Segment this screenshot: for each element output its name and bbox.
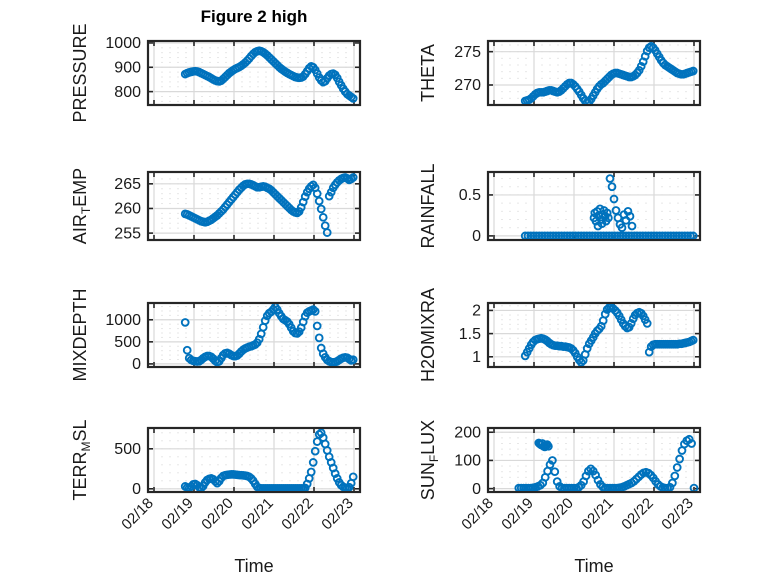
- y-tick-label: 265: [114, 176, 141, 193]
- y-axis-label: MIXDEPTH: [70, 288, 90, 381]
- subplot-row2-left: 255 260 265 AIRTEMP: [70, 168, 362, 244]
- svg-text:02/21: 02/21: [578, 495, 617, 534]
- y-ticks: 0 100 200: [454, 424, 700, 498]
- svg-text:RAINFALL: RAINFALL: [418, 163, 438, 248]
- y-tick-label: 0.5: [459, 187, 481, 204]
- svg-text:02/18: 02/18: [458, 495, 497, 534]
- y-tick-label: 255: [114, 225, 141, 242]
- axes-box: [486, 170, 702, 242]
- y-ticks: 255 260 265: [114, 176, 360, 242]
- subplot-row4-left: 0 500 TERRMSL 02/18 02/19 02/20 02/21 02/22 02/2…: [70, 419, 362, 576]
- svg-text:02/22: 02/22: [278, 495, 317, 534]
- x-ticks: [493, 428, 695, 492]
- svg-text:02/23: 02/23: [318, 495, 357, 534]
- data-series: [180, 173, 358, 237]
- x-axis-label: Time: [234, 556, 273, 576]
- y-tick-label: 100: [454, 453, 481, 470]
- y-tick-label: 1: [472, 349, 481, 366]
- y-tick-label: 275: [454, 44, 481, 61]
- y-axis-label: AIRTEMP: [70, 168, 93, 244]
- svg-text:PRESSURE: PRESSURE: [70, 23, 90, 122]
- data-series: [520, 304, 698, 366]
- data-series: [180, 429, 358, 491]
- y-ticks: 800 900 1000: [105, 35, 360, 101]
- y-tick-label: 0: [472, 228, 481, 245]
- y-ticks: 270 275: [454, 44, 700, 94]
- data-series: [520, 42, 698, 104]
- y-ticks: 0 500 1000: [105, 312, 360, 373]
- y-axis-label: THETA: [418, 44, 438, 102]
- svg-text:H2OMIXRA: H2OMIXRA: [418, 288, 438, 382]
- x-tick-labels: 02/18 02/19 02/20 02/21 02/22 02/23: [118, 495, 357, 534]
- subplot-row3-left: 0 500 1000 MIXDEPTH: [70, 288, 362, 382]
- subplot-top-right: 270 275 THETA: [418, 39, 702, 107]
- svg-text:02/19: 02/19: [158, 495, 197, 534]
- svg-text:02/20: 02/20: [198, 495, 237, 534]
- svg-text:02/20: 02/20: [538, 495, 577, 534]
- y-axis-label: H2OMIXRA: [418, 288, 438, 382]
- y-tick-label: 0: [132, 481, 141, 498]
- subplot-row2-right: 0 0.5 RAINFALL: [418, 163, 702, 249]
- y-axis-label: RAINFALL: [418, 163, 438, 248]
- y-ticks: 0 500: [114, 441, 360, 498]
- svg-text:TERRMSL: TERRMSL: [70, 419, 93, 500]
- subplot-top-left: 800 900 1000 PRESSURE: [70, 23, 362, 123]
- y-tick-label: 1000: [105, 312, 141, 329]
- svg-text:02/21: 02/21: [238, 495, 277, 534]
- y-tick-label: 500: [114, 334, 141, 351]
- y-tick-label: 2: [472, 303, 481, 320]
- y-tick-label: 200: [454, 424, 481, 441]
- y-tick-label: 260: [114, 201, 141, 218]
- x-axis-label: Time: [574, 556, 613, 576]
- y-axis-label: PRESSURE: [70, 23, 90, 122]
- svg-text:02/19: 02/19: [498, 495, 537, 534]
- y-tick-label: 1.5: [459, 326, 481, 343]
- y-axis-label: TERRMSL: [70, 419, 93, 500]
- y-tick-label: 1000: [105, 35, 141, 52]
- svg-text:MIXDEPTH: MIXDEPTH: [70, 288, 90, 381]
- x-tick-labels: 02/18 02/19 02/20 02/21 02/22 02/23: [458, 495, 697, 534]
- x-ticks: [153, 41, 355, 105]
- data-series: [180, 304, 358, 366]
- svg-text:02/23: 02/23: [658, 495, 697, 534]
- figure-title: Figure 2 high: [201, 7, 308, 26]
- svg-text:AIRTEMP: AIRTEMP: [70, 168, 93, 244]
- data-series: [520, 174, 698, 239]
- y-ticks: 11.52: [459, 303, 700, 366]
- data-series: [180, 46, 358, 103]
- svg-text:02/18: 02/18: [118, 495, 157, 534]
- svg-text:SUNFLUX: SUNFLUX: [418, 420, 441, 500]
- data-series: [514, 434, 699, 491]
- y-tick-label: 270: [454, 77, 481, 94]
- y-tick-label: 800: [114, 84, 141, 101]
- x-ticks: [153, 303, 355, 367]
- y-tick-label: 500: [114, 441, 141, 458]
- svg-text:02/22: 02/22: [618, 495, 657, 534]
- y-axis-label: SUNFLUX: [418, 420, 441, 500]
- y-tick-label: 0: [472, 481, 481, 498]
- y-tick-label: 900: [114, 60, 141, 77]
- svg-text:THETA: THETA: [418, 44, 438, 102]
- subplot-row4-right: 0 100 200 SUNFLUX 02/18 02/19 02/20 02/21 02/22 0…: [418, 420, 702, 576]
- y-tick-label: 0: [132, 356, 141, 373]
